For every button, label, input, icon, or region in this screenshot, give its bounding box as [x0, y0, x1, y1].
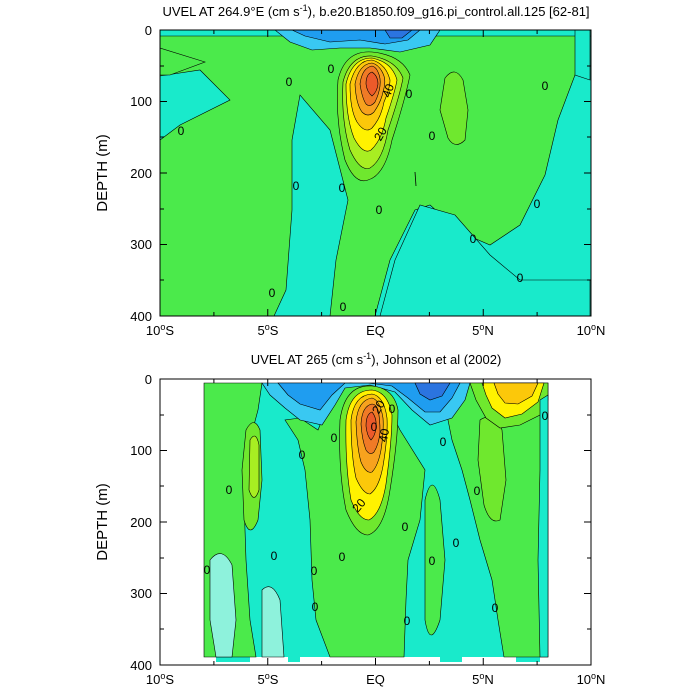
contour-label: 0	[517, 271, 524, 285]
contour-label: 0	[271, 549, 278, 563]
contour-label: 0	[402, 520, 409, 534]
band-negative-right-edge	[537, 394, 549, 658]
band-negative-deep	[209, 553, 237, 658]
contour-label: 0	[404, 614, 411, 628]
contour-label: 20	[369, 397, 388, 416]
panel-observation: UVEL AT 265 (cm s-1), Johnson et al (200…	[94, 351, 605, 687]
x-tick-label: 5oN	[472, 322, 494, 338]
band-negative-20	[277, 382, 461, 413]
x-tick-label: EQ	[366, 323, 385, 338]
contour-label: 0	[299, 448, 306, 462]
contour-label: 0	[429, 554, 436, 568]
contour-label: 0	[376, 203, 383, 217]
panel-title: UVEL AT 264.9°E (cm s-1), b.e20.B1850.f0…	[162, 3, 589, 19]
x-tick-label: 10oS	[146, 322, 174, 338]
y-tick-label: 400	[130, 309, 152, 324]
x-tick-label: 10oN	[577, 322, 606, 338]
euc-band-70	[365, 71, 379, 97]
band-positive-10-b	[248, 435, 260, 498]
contour-label: 0	[492, 601, 499, 615]
contour-label: 0	[534, 197, 541, 211]
y-tick-label: 100	[130, 94, 152, 109]
contour-label: 0	[389, 402, 396, 416]
contour-label: 0	[293, 179, 300, 193]
band-negative-deep-b	[261, 586, 285, 658]
band-positive-0-d	[424, 484, 446, 636]
x-tick-label: 5oS	[258, 671, 279, 687]
x-tick-label: 10oN	[577, 671, 606, 687]
x-tick-label: 5oN	[472, 671, 494, 687]
y-axis-label: DEPTH (m)	[94, 483, 111, 561]
contour-label: 0	[328, 62, 335, 76]
contour-label: 0	[204, 563, 211, 577]
contour-labels: 0 0 0 0 0 40 0 20 0 0 0 0 0 0 0 0	[178, 62, 549, 314]
y-tick-label: 300	[130, 237, 152, 252]
contour-label: 0	[226, 483, 233, 497]
y-axis-label: DEPTH (m)	[94, 134, 111, 212]
band-negative-30	[414, 382, 451, 401]
y-tick-label: 200	[130, 515, 152, 530]
contour-label: 0	[331, 431, 338, 445]
contour-label: 0	[371, 420, 378, 434]
y-tick-label: 100	[130, 443, 152, 458]
contour-label: 0	[311, 564, 318, 578]
y-tick-label: 0	[145, 23, 152, 38]
contour-label: 0	[178, 124, 185, 138]
contour-label: 0	[440, 435, 447, 449]
band-negative-30	[384, 30, 413, 39]
contour-label: 40	[379, 82, 397, 100]
y-tick-label: 0	[145, 372, 152, 387]
contour-label: 0	[474, 484, 481, 498]
contour-label: 0	[429, 129, 436, 143]
contour-label: 0	[340, 300, 347, 314]
contour-label: 0	[470, 232, 477, 246]
contour-label: 0	[453, 536, 460, 550]
y-axis: DEPTH (m) 0 100 200 300 400	[94, 23, 591, 324]
band-positive-10-right	[439, 71, 469, 145]
band-negative-right	[574, 30, 591, 81]
panel-title: UVEL AT 265 (cm s-1), Johnson et al (200…	[251, 351, 502, 367]
y-tick-label: 400	[130, 658, 152, 673]
x-axis: 10oS 5oS EQ 5oN 10oN	[146, 30, 606, 338]
contour-labels: 0 20 0 0 40 0 0 0 0 0 20 0 0 0 0 0 0 0 0…	[204, 397, 549, 628]
x-tick-label: EQ	[366, 672, 385, 687]
band-negative-mid	[379, 204, 591, 316]
contour-label: 0	[312, 600, 319, 614]
y-axis: DEPTH (m) 0 100 200 300 400	[94, 372, 591, 673]
contour-label: 40	[376, 427, 392, 443]
band-positive-right-30	[493, 382, 539, 405]
y-tick-label: 200	[130, 166, 152, 181]
x-tick-label: 10oS	[146, 671, 174, 687]
panel-model: UVEL AT 264.9°E (cm s-1), b.e20.B1850.f0…	[94, 3, 605, 338]
y-tick-label: 300	[130, 586, 152, 601]
contour-label: 0	[339, 550, 346, 564]
contour-label: 0	[269, 286, 276, 300]
contour-label: 0	[286, 75, 293, 89]
contour-label: 20	[371, 124, 390, 143]
contour-label: 0	[542, 409, 549, 423]
contour-field	[160, 30, 591, 316]
x-axis: 10oS 5oS EQ 5oN 10oN	[146, 379, 606, 687]
band-positive-left	[160, 47, 206, 76]
contour-label: 0	[542, 79, 549, 93]
contour-label: 0	[339, 181, 346, 195]
x-tick-label: 5oS	[258, 322, 279, 338]
contour-field	[160, 379, 591, 665]
contour-label: 0	[406, 87, 413, 101]
euc-band-60	[365, 411, 377, 441]
